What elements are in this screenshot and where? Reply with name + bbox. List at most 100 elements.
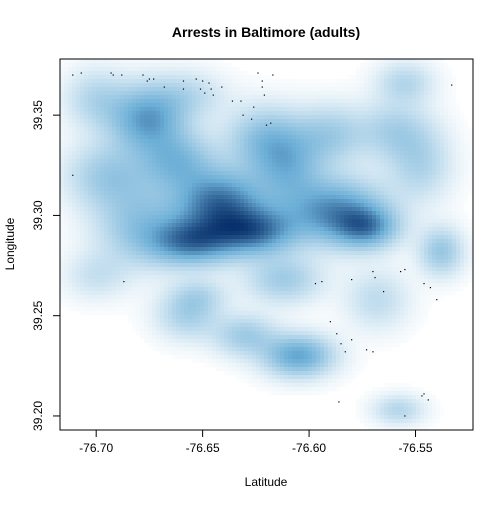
heat-cell — [244, 175, 249, 180]
heat-cell — [356, 103, 361, 108]
heat-cell — [112, 155, 117, 160]
heat-cell — [368, 207, 373, 212]
heat-cell — [312, 231, 317, 236]
heat-cell — [152, 151, 157, 156]
heat-cell — [248, 151, 253, 156]
heat-cell — [456, 203, 461, 208]
heat-cell — [172, 127, 177, 132]
heat-cell — [160, 155, 165, 160]
heat-cell — [452, 171, 457, 176]
heat-cell — [256, 147, 261, 152]
heat-cell — [304, 155, 309, 160]
heat-cell — [392, 243, 397, 248]
heat-cell — [196, 87, 201, 92]
heat-cell — [428, 135, 433, 140]
heat-cell — [264, 183, 269, 188]
heat-cell — [384, 187, 389, 192]
heat-cell — [72, 163, 77, 168]
heat-cell — [68, 59, 73, 64]
heat-cell — [376, 171, 381, 176]
heat-cell — [212, 195, 217, 200]
heat-cell — [196, 107, 201, 112]
heat-cell — [336, 215, 341, 220]
heat-cell — [360, 191, 365, 196]
heat-cell — [112, 179, 117, 184]
heat-cell — [116, 183, 121, 188]
heat-cell — [164, 179, 169, 184]
heat-cell — [412, 251, 417, 256]
heat-cell — [360, 63, 365, 68]
heat-cell — [268, 139, 273, 144]
heat-cell — [68, 91, 73, 96]
heat-cell — [124, 87, 129, 92]
heat-cell — [460, 123, 465, 128]
heat-cell — [180, 103, 185, 108]
heat-cell — [292, 175, 297, 180]
heat-cell — [64, 219, 69, 224]
heat-cell — [352, 223, 357, 228]
heat-cell — [112, 163, 117, 168]
heat-cell — [312, 147, 317, 152]
heat-cell — [380, 95, 385, 100]
heat-cell — [272, 215, 277, 220]
heat-cell — [312, 223, 317, 228]
heat-cell — [416, 239, 421, 244]
heat-cell — [336, 247, 341, 252]
heat-cell — [408, 247, 413, 252]
heat-cell — [240, 123, 245, 128]
heat-cell — [268, 227, 273, 232]
heat-cell — [368, 131, 373, 136]
heat-cell — [156, 199, 161, 204]
heat-cell — [296, 139, 301, 144]
heat-cell — [312, 131, 317, 136]
heat-cell — [296, 127, 301, 132]
heat-cell — [288, 243, 293, 248]
heat-cell — [404, 135, 409, 140]
heat-cell — [460, 175, 465, 180]
heat-cell — [76, 239, 81, 244]
heat-cell — [116, 83, 121, 88]
heat-cell — [360, 235, 365, 240]
heat-cell — [324, 103, 329, 108]
heat-cell — [300, 215, 305, 220]
heat-cell — [368, 63, 373, 68]
heat-cell — [336, 91, 341, 96]
heat-cell — [444, 211, 449, 216]
heat-cell — [360, 87, 365, 92]
heat-cell — [460, 235, 465, 240]
heat-cell — [72, 71, 77, 76]
heat-cell — [84, 175, 89, 180]
heat-cell — [268, 95, 273, 100]
heat-cell — [460, 151, 465, 156]
heat-cell — [376, 235, 381, 240]
heat-cell — [372, 163, 377, 168]
heat-cell — [180, 131, 185, 136]
heat-cell — [376, 159, 381, 164]
heat-cell — [272, 255, 277, 260]
heat-cell — [436, 243, 441, 248]
heat-cell — [196, 247, 201, 252]
heat-cell — [80, 219, 85, 224]
heat-cell — [444, 255, 449, 260]
heat-cell — [124, 155, 129, 160]
heat-cell — [464, 135, 469, 140]
heat-cell — [448, 187, 453, 192]
heat-cell — [376, 247, 381, 252]
heat-cell — [416, 171, 421, 176]
heat-cell — [88, 251, 93, 256]
heat-cell — [96, 175, 101, 180]
heat-cell — [108, 231, 113, 236]
heat-cell — [364, 203, 369, 208]
heat-cell — [160, 211, 165, 216]
heat-cell — [284, 247, 289, 252]
heat-cell — [364, 59, 369, 64]
heat-cell — [112, 115, 117, 120]
heat-cell — [96, 215, 101, 220]
heat-cell — [200, 59, 205, 64]
heat-cell — [384, 203, 389, 208]
heat-cell — [368, 147, 373, 152]
heat-cell — [80, 163, 85, 168]
heat-cell — [60, 147, 65, 152]
heat-cell — [396, 179, 401, 184]
heat-cell — [384, 183, 389, 188]
